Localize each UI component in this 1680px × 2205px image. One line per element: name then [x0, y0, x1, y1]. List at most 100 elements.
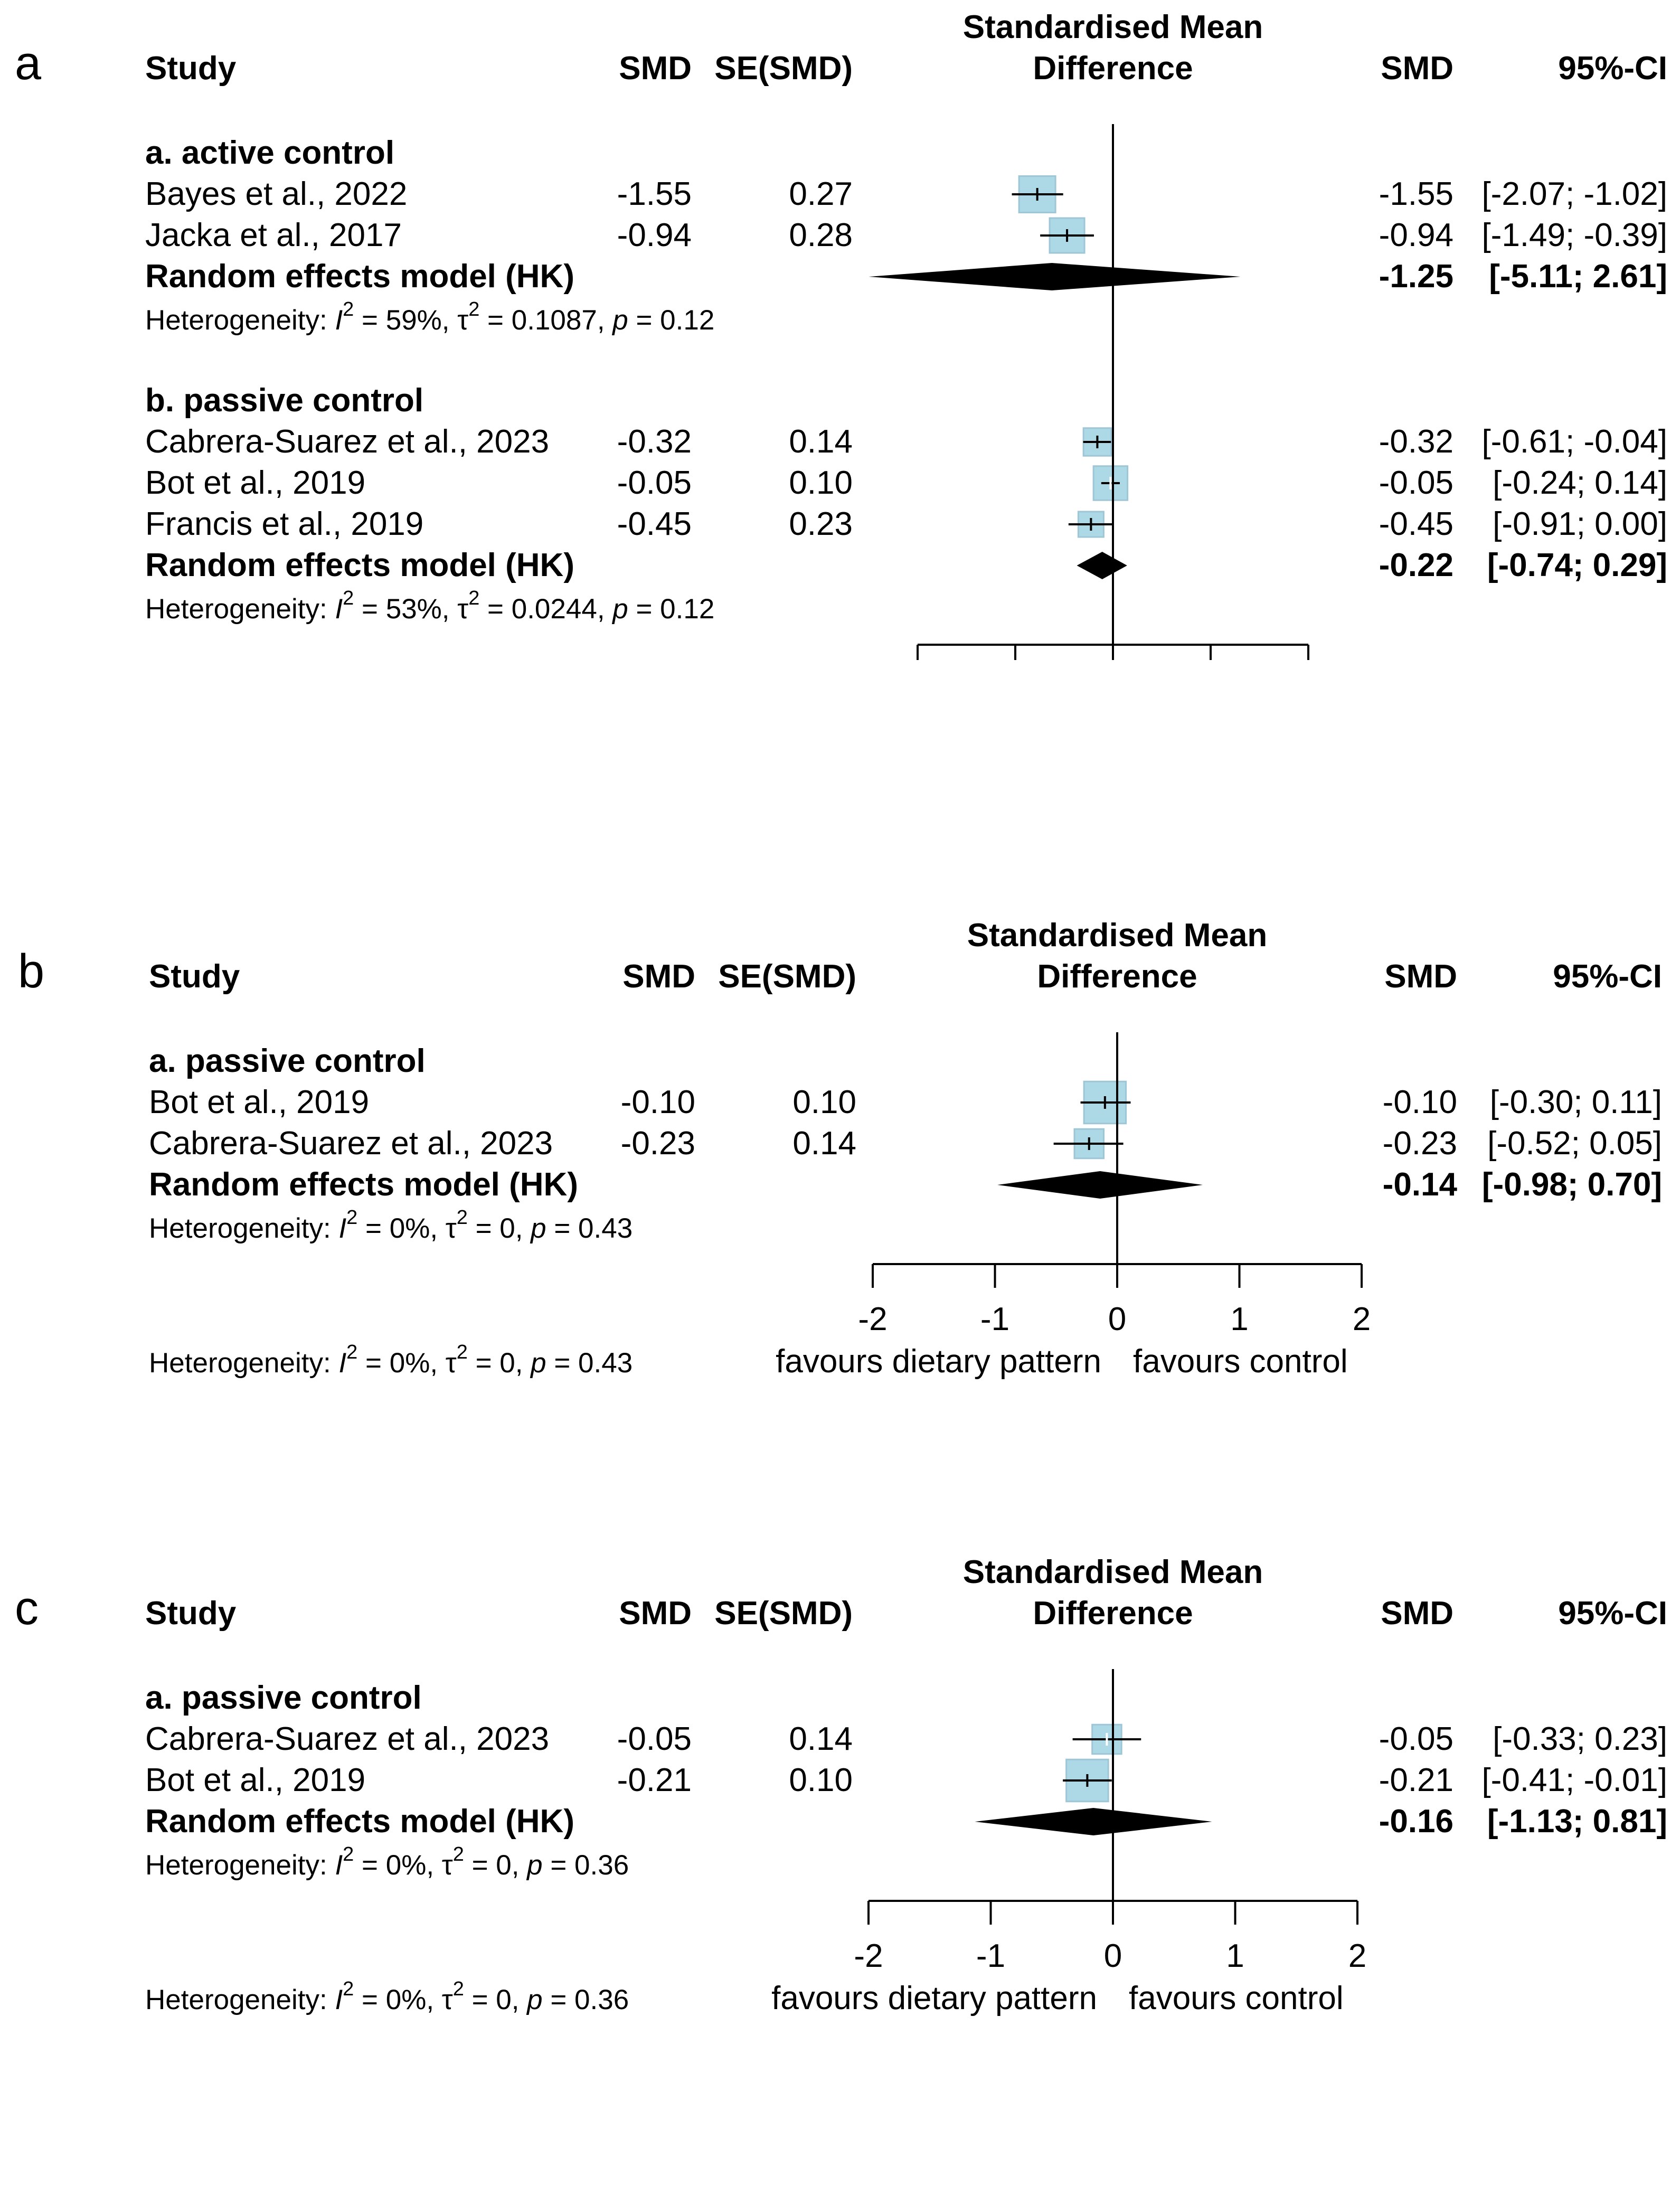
study-se: 0.14 — [792, 1125, 856, 1162]
header-ci: 95%-CI — [1558, 50, 1667, 87]
pooled-diamond — [975, 1808, 1212, 1835]
forest-panel-b: b Study SMD SE(SMD) Standardised Mean Differe… — [0, 908, 1680, 1568]
header-smd: SMD — [622, 958, 695, 995]
pooled-ci: [-5.11; 2.61] — [1489, 258, 1667, 295]
header-ci: 95%-CI — [1558, 1595, 1667, 1632]
pooled-ci: [-1.13; 0.81] — [1487, 1803, 1667, 1840]
study-smd: -0.05 — [617, 465, 692, 501]
study-ci: [-2.07; -1.02] — [1481, 176, 1667, 212]
study-smd-right: -0.32 — [1379, 423, 1454, 460]
study-smd: -0.23 — [621, 1125, 695, 1162]
study-ci: [-0.24; 0.14] — [1493, 465, 1667, 501]
study-se: 0.23 — [789, 506, 853, 542]
header-smd: SMD — [619, 50, 692, 87]
pooled-diamond — [1077, 552, 1127, 579]
study-smd-right: -0.94 — [1379, 217, 1454, 253]
x-tick-label: -1 — [976, 1938, 1005, 1974]
xlabel-left: favours dietary pattern — [776, 1343, 1101, 1380]
x-tick-label: 0 — [1104, 1938, 1122, 1974]
pooled-label: Random effects model (HK) — [149, 1166, 578, 1203]
study-ci: [-0.52; 0.05] — [1487, 1125, 1662, 1162]
pooled-label: Random effects model (HK) — [145, 547, 574, 583]
study-ci: [-1.49; -0.39] — [1481, 217, 1667, 253]
x-tick-label: -1 — [980, 1301, 1009, 1337]
pooled-smd: -1.25 — [1379, 258, 1454, 295]
study-ci: [-0.41; -0.01] — [1481, 1762, 1667, 1798]
header-study: Study — [145, 50, 237, 87]
header-plot-title-2: Difference — [1033, 1595, 1193, 1632]
panel-label: c — [15, 1582, 39, 1635]
x-tick-label: 2 — [1353, 1301, 1371, 1337]
forest-svg-a: a Study SMD SE(SMD) Standardised Mean Differe… — [15, 9, 1667, 660]
header-plot-title-2: Difference — [1033, 50, 1193, 87]
header-ci: 95%-CI — [1553, 958, 1662, 995]
study-smd: -0.32 — [617, 423, 692, 460]
header-smd: SMD — [619, 1595, 692, 1632]
study-name: Cabrera-Suarez et al., 2023 — [145, 1721, 549, 1757]
forest-panel-c: c Study SMD SE(SMD) Standardised Mean Differe… — [0, 1545, 1680, 2205]
study-se: 0.14 — [789, 423, 853, 460]
x-tick-label: 1 — [1226, 1938, 1244, 1974]
study-ci: [-0.30; 0.11] — [1490, 1084, 1662, 1120]
x-tick-label: 0 — [1108, 1301, 1126, 1337]
study-se: 0.10 — [792, 1084, 856, 1120]
group-title: a. passive control — [145, 1680, 422, 1716]
xlabel-right: favours control — [1133, 1343, 1348, 1380]
study-smd: -0.05 — [617, 1721, 692, 1757]
group-title: a. active control — [145, 135, 394, 171]
study-smd-right: -0.05 — [1379, 465, 1454, 501]
header-smd-right: SMD — [1381, 50, 1454, 87]
study-smd-right: -0.45 — [1379, 506, 1454, 542]
study-ci: [-0.91; 0.00] — [1493, 506, 1667, 542]
x-tick-label: -2 — [858, 1301, 887, 1337]
x-tick-label: -2 — [854, 1938, 883, 1974]
study-name: Francis et al., 2019 — [145, 506, 423, 542]
study-name: Bot et al., 2019 — [145, 1762, 365, 1798]
study-smd: -0.21 — [617, 1762, 692, 1798]
study-name: Bot et al., 2019 — [149, 1084, 369, 1120]
header-study: Study — [149, 958, 240, 995]
study-name: Cabrera-Suarez et al., 2023 — [145, 423, 549, 460]
pooled-smd: -0.22 — [1379, 547, 1454, 583]
study-smd-right: -0.23 — [1383, 1125, 1457, 1162]
pooled-label: Random effects model (HK) — [145, 1803, 574, 1840]
header-plot-title-1: Standardised Mean — [963, 9, 1263, 45]
study-se: 0.27 — [789, 176, 853, 212]
study-smd: -1.55 — [617, 176, 692, 212]
study-smd-right: -0.05 — [1379, 1721, 1454, 1757]
header-smd-right: SMD — [1384, 958, 1457, 995]
study-smd-right: -1.55 — [1379, 176, 1454, 212]
overall-heterogeneity-text: Heterogeneity: I2 = 0%, τ2 = 0, p = 0.36 — [145, 1978, 629, 2015]
x-tick-label: 2 — [1348, 1938, 1366, 1974]
forest-svg-c: c Study SMD SE(SMD) Standardised Mean Differe… — [15, 1554, 1667, 2016]
study-ci: [-0.61; -0.04] — [1481, 423, 1667, 460]
heterogeneity-text: Heterogeneity: I2 = 59%, τ2 = 0.1087, p … — [145, 298, 714, 336]
xlabel-right: favours control — [1129, 1980, 1344, 2016]
x-tick-label: 1 — [1230, 1301, 1248, 1337]
pooled-diamond — [997, 1171, 1203, 1199]
study-ci: [-0.33; 0.23] — [1493, 1721, 1667, 1757]
study-smd: -0.10 — [621, 1084, 695, 1120]
pooled-ci: [-0.74; 0.29] — [1487, 547, 1667, 583]
study-smd-right: -0.10 — [1383, 1084, 1457, 1120]
header-plot-title-2: Difference — [1037, 958, 1197, 995]
forest-svg-b: b Study SMD SE(SMD) Standardised Mean Differe… — [18, 917, 1662, 1380]
panel-label: a — [15, 37, 42, 90]
header-smd-right: SMD — [1381, 1595, 1454, 1632]
study-se: 0.10 — [789, 1762, 853, 1798]
pooled-smd: -0.14 — [1383, 1166, 1458, 1203]
study-name: Jacka et al., 2017 — [145, 217, 402, 253]
study-name: Cabrera-Suarez et al., 2023 — [149, 1125, 553, 1162]
pooled-smd: -0.16 — [1379, 1803, 1454, 1840]
heterogeneity-text: Heterogeneity: I2 = 0%, τ2 = 0, p = 0.36 — [145, 1843, 629, 1881]
heterogeneity-text: Heterogeneity: I2 = 0%, τ2 = 0, p = 0.43 — [149, 1207, 633, 1244]
study-name: Bayes et al., 2022 — [145, 176, 407, 212]
header-plot-title-1: Standardised Mean — [963, 1554, 1263, 1590]
forest-panel-a: a Study SMD SE(SMD) Standardised Mean Differe… — [0, 0, 1680, 660]
pooled-diamond — [869, 263, 1241, 290]
panel-label: b — [18, 945, 44, 998]
study-se: 0.28 — [789, 217, 853, 253]
pooled-ci: [-0.98; 0.70] — [1482, 1166, 1662, 1203]
pooled-label: Random effects model (HK) — [145, 258, 574, 295]
header-study: Study — [145, 1595, 237, 1632]
